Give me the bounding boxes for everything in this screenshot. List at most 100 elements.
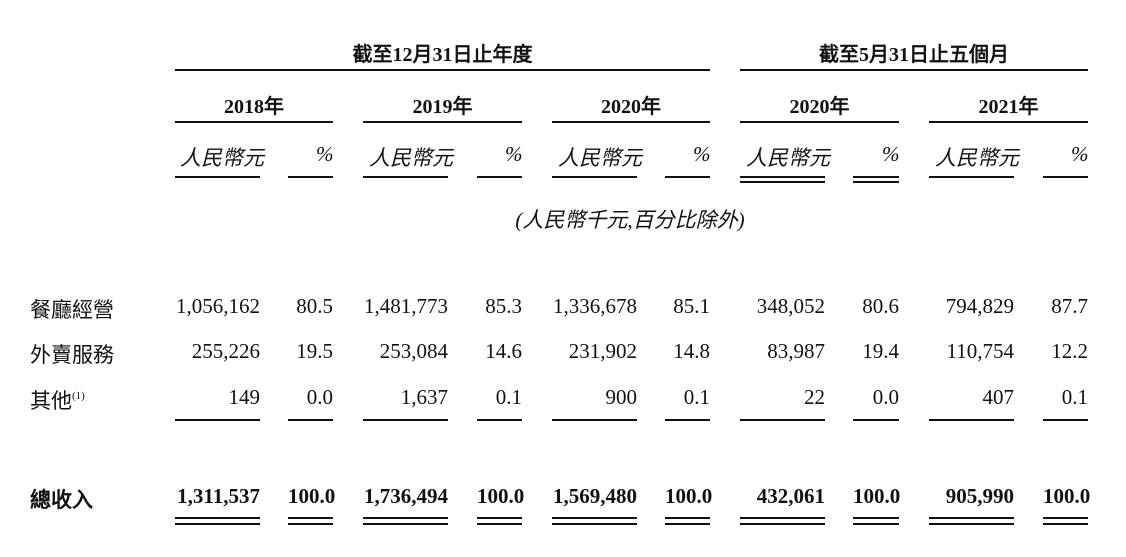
table-cell: 85.3 [485, 294, 522, 318]
table-cell: 0.1 [495, 385, 522, 409]
subtotal-underline [552, 419, 637, 421]
unit-underline [363, 176, 448, 178]
table-cell: 0.0 [306, 385, 333, 409]
year-header-2020-5m: 2020年 [789, 96, 850, 118]
table-cell: 794,829 [945, 294, 1014, 318]
table-cell: 1,336,678 [553, 294, 637, 318]
table-cell: 85.1 [673, 294, 710, 318]
subtotal-underline [363, 419, 448, 421]
table-cell: 110,754 [946, 339, 1014, 363]
total-double-underline [288, 523, 333, 525]
total-label: 總收入 [30, 488, 93, 512]
table-cell: 407 [982, 385, 1015, 409]
group-underline-1 [175, 69, 710, 71]
total-cell: 1,736,494 [364, 484, 448, 508]
subtotal-underline [175, 419, 260, 421]
unit-underline [740, 181, 825, 183]
unit-rmb: 人民幣元 [746, 146, 830, 170]
total-double-underline [665, 517, 710, 519]
total-cell: 432,061 [756, 484, 825, 508]
unit-pct: % [505, 142, 523, 166]
total-double-underline [288, 517, 333, 519]
table-cell: 1,637 [400, 385, 448, 409]
table-cell: 0.1 [683, 385, 710, 409]
unit-rmb: 人民幣元 [180, 146, 264, 170]
unit-pct: % [1071, 142, 1089, 166]
total-double-underline [853, 523, 899, 525]
total-double-underline [929, 523, 1014, 525]
total-cell: 100.0 [477, 484, 525, 508]
total-cell: 1,311,537 [177, 484, 260, 508]
table-cell: 87.7 [1051, 294, 1088, 318]
table-cell: 253,084 [379, 339, 448, 363]
group-header-five-months: 截至5月31日止五個月 [819, 44, 1009, 66]
total-cell: 905,990 [945, 484, 1014, 508]
unit-pct: % [316, 142, 334, 166]
unit-underline [740, 176, 825, 178]
unit-underline [929, 176, 1014, 178]
year-header-2018: 2018年 [224, 96, 284, 118]
total-cell: 100.0 [665, 484, 713, 508]
table-cell: 80.6 [862, 294, 899, 318]
table-cell: 149 [228, 385, 261, 409]
year-header-2019: 2019年 [412, 96, 473, 118]
group-underline-2 [740, 69, 1088, 71]
total-double-underline [853, 517, 899, 519]
group-header-year-end: 截至12月31日止年度 [352, 44, 533, 66]
unit-underline [175, 176, 260, 178]
total-double-underline [175, 523, 260, 525]
total-double-underline [552, 523, 637, 525]
unit-rmb: 人民幣元 [935, 146, 1019, 170]
unit-underline [477, 176, 522, 178]
footnote-marker: (1) [72, 390, 85, 402]
table-cell: 0.0 [872, 385, 899, 409]
unit-underline [288, 176, 333, 178]
total-double-underline [477, 517, 522, 519]
total-double-underline [740, 523, 825, 525]
total-double-underline [665, 523, 710, 525]
year-underline [175, 121, 333, 123]
table-cell: 12.2 [1051, 339, 1088, 363]
subtotal-underline [740, 419, 825, 421]
total-double-underline [552, 517, 637, 519]
table-cell: 14.8 [673, 339, 710, 363]
total-double-underline [740, 517, 825, 519]
row-label: 外賣服務 [30, 343, 114, 367]
total-double-underline [175, 517, 260, 519]
unit-underline [853, 176, 899, 178]
subtotal-underline [477, 419, 522, 421]
table-cell: 1,481,773 [364, 294, 448, 318]
year-underline [929, 121, 1088, 123]
table-cell: 900 [605, 385, 638, 409]
table-cell: 348,052 [756, 294, 825, 318]
table-cell: 19.4 [862, 339, 899, 363]
year-underline [552, 121, 710, 123]
year-underline [363, 121, 522, 123]
table-cell: 231,902 [568, 339, 637, 363]
total-double-underline [1043, 517, 1088, 519]
unit-underline [665, 176, 710, 178]
unit-rmb: 人民幣元 [369, 146, 453, 170]
total-double-underline [1043, 523, 1088, 525]
table-cell: 80.5 [296, 294, 333, 318]
total-double-underline [477, 523, 522, 525]
unit-pct: % [693, 142, 711, 166]
total-double-underline [363, 517, 448, 519]
table-cell: 255,226 [191, 339, 260, 363]
table-cell: 1,056,162 [176, 294, 260, 318]
table-cell: 22 [804, 385, 825, 409]
subtotal-underline [853, 419, 899, 421]
total-cell: 1,569,480 [553, 484, 637, 508]
year-header-2020: 2020年 [601, 96, 661, 118]
subtotal-underline [665, 419, 710, 421]
unit-rmb: 人民幣元 [558, 146, 642, 170]
total-cell: 100.0 [1043, 484, 1091, 508]
unit-underline [1043, 176, 1088, 178]
unit-note: (人民幣千元,百分比除外) [515, 208, 745, 232]
table-cell: 14.6 [485, 339, 522, 363]
year-underline [740, 121, 899, 123]
subtotal-underline [1043, 419, 1088, 421]
unit-pct: % [882, 142, 900, 166]
subtotal-underline [288, 419, 333, 421]
table-cell: 0.1 [1061, 385, 1088, 409]
